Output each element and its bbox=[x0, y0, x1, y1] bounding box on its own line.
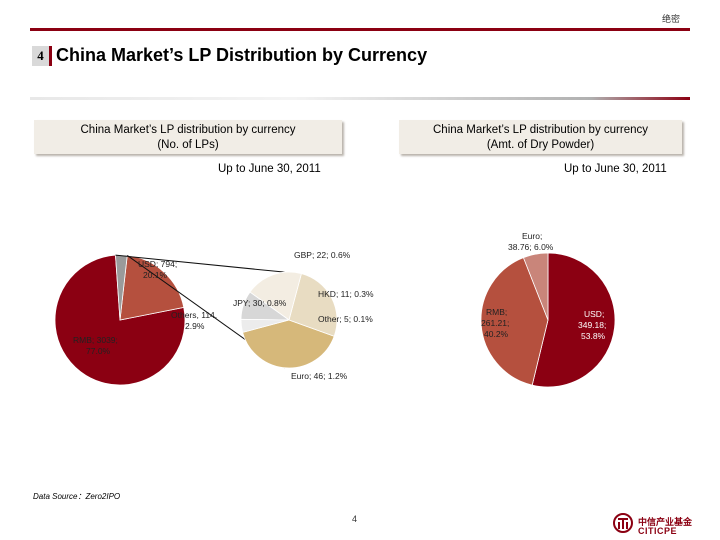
label-jpy: JPY; 30; 0.8% bbox=[233, 298, 287, 308]
left-pie bbox=[54, 254, 186, 386]
logo-chinese-text: 中信产业基金 bbox=[638, 517, 693, 527]
breakout-pie bbox=[240, 271, 338, 369]
right-subheading-line2: (Amt. of Dry Powder) bbox=[486, 139, 595, 151]
label-right-usd-line1: USD; bbox=[584, 309, 605, 319]
label-others-line1: Others, 114, bbox=[171, 310, 218, 320]
page-number: 4 bbox=[352, 514, 358, 524]
label-euro: Euro; 46; 1.2% bbox=[291, 371, 348, 381]
left-chart-subheading: China Market’s LP distribution by curren… bbox=[34, 120, 342, 154]
left-pie-slice-usd bbox=[119, 254, 185, 321]
label-right-rmb-line1: RMB; bbox=[486, 307, 508, 317]
breakout-pie-slice-gbp bbox=[249, 271, 302, 321]
label-usd-line1: USD; 794; bbox=[138, 259, 178, 269]
right-pie-slice-euro bbox=[522, 252, 549, 321]
label-rmb-line2: 77.0% bbox=[86, 346, 111, 356]
right-pie bbox=[480, 252, 616, 388]
label-other: Other; 5; 0.1% bbox=[318, 314, 373, 324]
label-rmb-line1: RMB; 3039; bbox=[73, 335, 118, 345]
label-right-rmb-line3: 40.2% bbox=[484, 329, 509, 339]
logo-english-text: CITICPE bbox=[638, 526, 678, 536]
data-source: Data Source：Zero2IPO bbox=[33, 492, 121, 501]
breakout-pie-slice-other bbox=[240, 318, 290, 333]
top-rule bbox=[30, 28, 690, 31]
breakout-pie-slice-euro bbox=[242, 319, 335, 369]
page-title: China Market’s LP Distribution by Curren… bbox=[56, 45, 428, 65]
left-subheading-line1: China Market’s LP distribution by curren… bbox=[80, 124, 296, 136]
citicpe-logo-icon bbox=[613, 513, 633, 533]
left-date: Up to June 30, 2011 bbox=[218, 163, 321, 175]
label-right-usd-line2: 349.18; bbox=[578, 320, 607, 330]
label-right-euro-line1: Euro; bbox=[522, 231, 543, 241]
confidential-label: 绝密 bbox=[662, 14, 681, 24]
section-number: 4 bbox=[32, 46, 52, 66]
label-gbp: GBP; 22; 0.6% bbox=[294, 250, 351, 260]
right-pie-slice-rmb bbox=[480, 257, 549, 386]
label-right-usd-line3: 53.8% bbox=[581, 331, 606, 341]
right-chart-subheading: China Market’s LP distribution by curren… bbox=[399, 120, 682, 154]
title-rule bbox=[30, 97, 690, 100]
label-hkd: HKD; 11; 0.3% bbox=[318, 289, 374, 299]
connector-line-1 bbox=[115, 254, 285, 273]
label-right-euro-line2: 38.76; 6.0% bbox=[508, 242, 554, 252]
left-subheading-line2: (No. of LPs) bbox=[157, 139, 219, 151]
label-usd-line2: 20.1% bbox=[143, 270, 168, 280]
right-date: Up to June 30, 2011 bbox=[564, 163, 667, 175]
right-subheading-line1: China Market’s LP distribution by curren… bbox=[433, 124, 648, 136]
label-others-line2: 2.9% bbox=[185, 321, 205, 331]
label-right-rmb-line2: 261.21; bbox=[481, 318, 510, 328]
breakout-pie-slice-jpy bbox=[288, 273, 338, 337]
right-pie-slice-usd bbox=[531, 252, 616, 388]
